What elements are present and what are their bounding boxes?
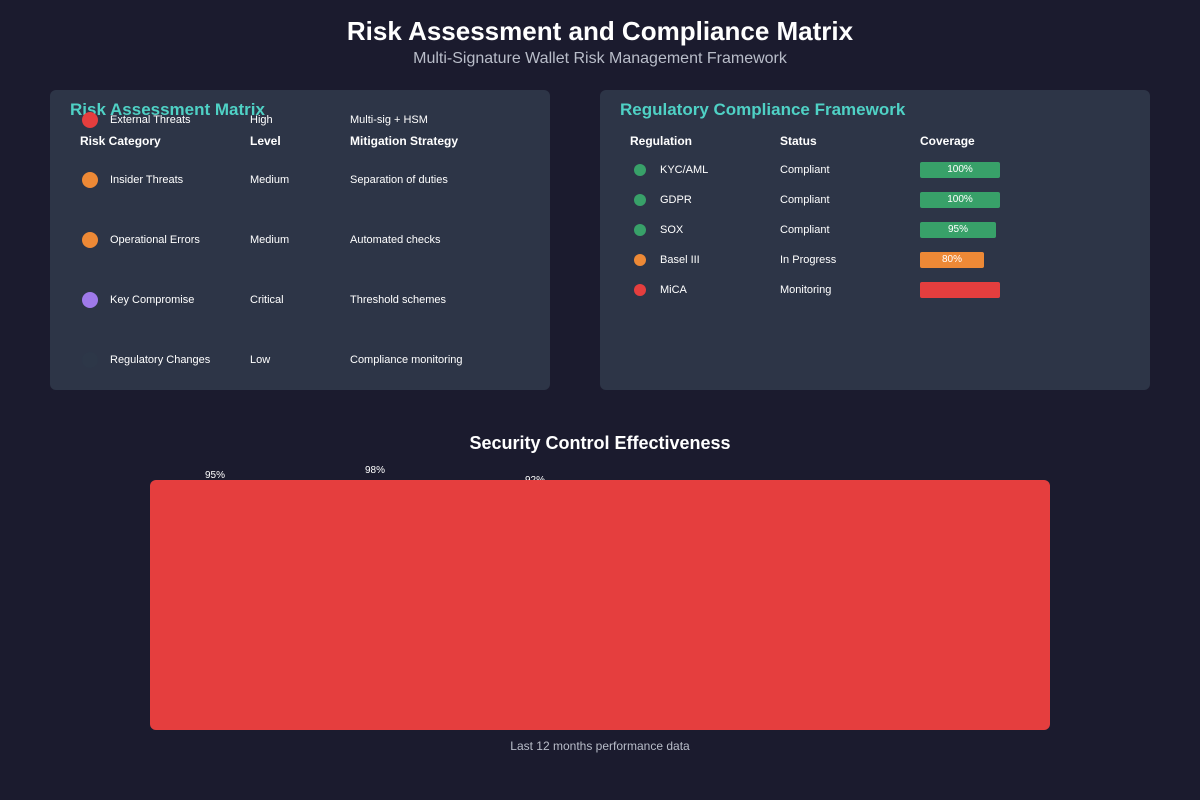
- coverage-bar: 100%: [920, 162, 1000, 178]
- risk-level-indicator: [82, 112, 98, 128]
- risk-category: Operational Errors: [110, 234, 200, 246]
- compliance-status-indicator: [634, 284, 646, 296]
- risk-level-indicator: [82, 292, 98, 308]
- risk-category: Key Compromise: [110, 294, 195, 306]
- compliance-status: In Progress: [780, 254, 837, 266]
- compliance-header-status: Status: [780, 134, 817, 148]
- coverage-bar: [920, 282, 1000, 298]
- value-label: 95%: [204, 470, 225, 481]
- risk-level-indicator: [82, 172, 98, 188]
- security-chart-title: Security Control Effectiveness: [469, 433, 731, 453]
- risk-mitigation: Separation of duties: [350, 174, 448, 186]
- compliance-status-indicator: [634, 224, 646, 236]
- compliance-status-indicator: [634, 194, 646, 206]
- risk-level: Critical: [250, 294, 284, 306]
- compliance-status-indicator: [634, 164, 646, 176]
- compliance-status: Compliant: [780, 224, 830, 236]
- risk-category: Regulatory Changes: [110, 354, 211, 366]
- compliance-status: Compliant: [780, 194, 830, 206]
- regulation-name: Basel III: [660, 254, 700, 266]
- risk-level: Medium: [250, 174, 290, 186]
- risk-mitigation: Multi-sig + HSM: [350, 114, 428, 126]
- risk-header-mitigation: Mitigation Strategy: [350, 134, 459, 148]
- coverage-bar: 100%: [920, 192, 1000, 208]
- security-chart-area: [150, 480, 1050, 730]
- risk-level: High: [250, 114, 273, 126]
- compliance-header-regulation: Regulation: [630, 134, 692, 148]
- regulation-name: KYC/AML: [660, 164, 709, 176]
- risk-mitigation: Threshold schemes: [350, 294, 446, 306]
- risk-category: External Threats: [110, 114, 191, 126]
- risk-level: Low: [250, 354, 271, 366]
- page-title: Risk Assessment and Compliance Matrix: [346, 16, 854, 46]
- compliance-panel-title: Regulatory Compliance Framework: [620, 100, 906, 119]
- page-subtitle: Multi-Signature Wallet Risk Management F…: [413, 50, 787, 67]
- risk-mitigation: Compliance monitoring: [350, 354, 463, 366]
- risk-level-indicator: [82, 352, 98, 368]
- compliance-header-coverage: Coverage: [920, 134, 975, 148]
- regulation-name: SOX: [660, 224, 684, 236]
- risk-assessment-panel: [50, 90, 550, 390]
- chart-caption: Last 12 months performance data: [510, 739, 690, 753]
- regulation-name: GDPR: [660, 194, 692, 206]
- compliance-status-indicator: [634, 254, 646, 266]
- risk-panel-title: Risk Assessment Matrix: [70, 100, 265, 119]
- risk-category: Insider Threats: [110, 174, 184, 186]
- regulation-name: MiCA: [660, 284, 687, 296]
- risk-level-indicator: [82, 232, 98, 248]
- compliance-status: Compliant: [780, 164, 830, 176]
- risk-level: Medium: [250, 234, 290, 246]
- risk-header-level: Level: [250, 134, 281, 148]
- coverage-bar: 95%: [920, 222, 996, 238]
- value-label: 98%: [364, 465, 385, 476]
- compliance-panel: [600, 90, 1150, 390]
- compliance-status: Monitoring: [780, 284, 832, 296]
- risk-mitigation: Automated checks: [350, 234, 441, 246]
- coverage-bar: 80%: [920, 252, 984, 268]
- risk-header-category: Risk Category: [80, 134, 161, 148]
